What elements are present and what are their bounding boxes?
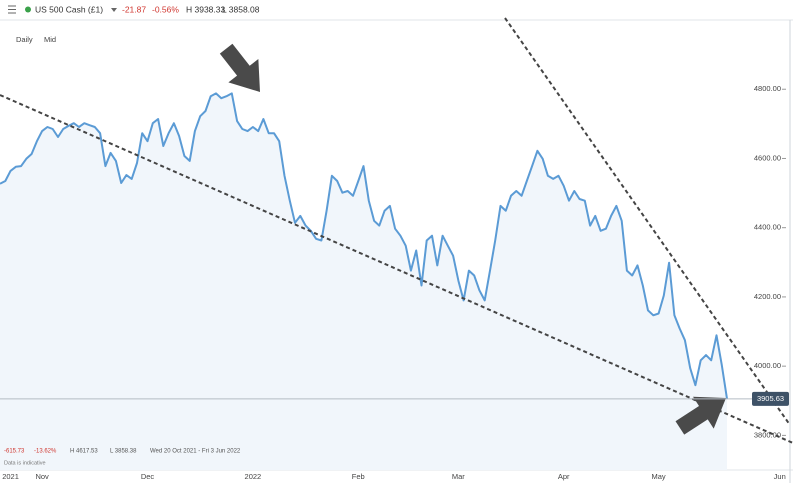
- x-tick-label: Apr: [558, 472, 570, 481]
- change: -21.87: [122, 4, 146, 14]
- x-tick-label: 2021: [2, 472, 19, 481]
- y-tick-label: 4200.00: [754, 292, 781, 301]
- support-trendline: [0, 94, 793, 444]
- last-price-box: [752, 391, 789, 406]
- y-tick-label: 3800.00: [754, 430, 781, 439]
- period-high: H 4617.53: [70, 449, 98, 455]
- instrument-name[interactable]: US 500 Cash (£1): [35, 4, 103, 14]
- x-tick-label: Dec: [141, 472, 155, 481]
- session-low: L 3858.08: [222, 4, 260, 14]
- interval[interactable]: Daily: [16, 35, 33, 44]
- status-dot: [25, 6, 31, 13]
- x-tick-label: Jun: [774, 472, 786, 481]
- arrow-annotation: [675, 396, 726, 435]
- y-tick-label: 4400.00: [754, 223, 781, 232]
- price-line: [0, 92, 728, 399]
- change-pct: -0.56%: [152, 4, 179, 14]
- period-range: Wed 20 Oct 2021 - Fri 3 Jun 2022: [150, 449, 241, 455]
- x-tick-label: Mar: [452, 472, 465, 481]
- menu-icon[interactable]: [8, 5, 16, 14]
- y-tick-label: 4000.00: [754, 361, 781, 370]
- y-tick-label: 4800.00: [754, 84, 781, 93]
- x-tick-label: 2022: [245, 472, 262, 481]
- period-change: -615.73: [4, 449, 25, 455]
- toolbar: [0, 0, 793, 20]
- period-low: L 3858.38: [110, 449, 137, 455]
- x-tick-label: Nov: [35, 472, 49, 481]
- y-tick-label: 4600.00: [754, 153, 781, 162]
- x-tick-label: Feb: [352, 472, 365, 481]
- session-high: H 3938.33: [186, 4, 225, 14]
- last-price-label: 3905.63: [757, 394, 784, 403]
- plot: [0, 92, 728, 471]
- dropdown-caret[interactable]: [111, 8, 117, 12]
- x-tick-label: May: [651, 472, 665, 481]
- arrow-annotation: [219, 43, 260, 92]
- period-change-pct: -13.62%: [34, 449, 57, 455]
- disclaimer: Data is indicative: [4, 460, 46, 466]
- area-fill: [0, 93, 727, 471]
- resistance-trendline: [504, 17, 791, 426]
- price-type[interactable]: Mid: [44, 35, 56, 44]
